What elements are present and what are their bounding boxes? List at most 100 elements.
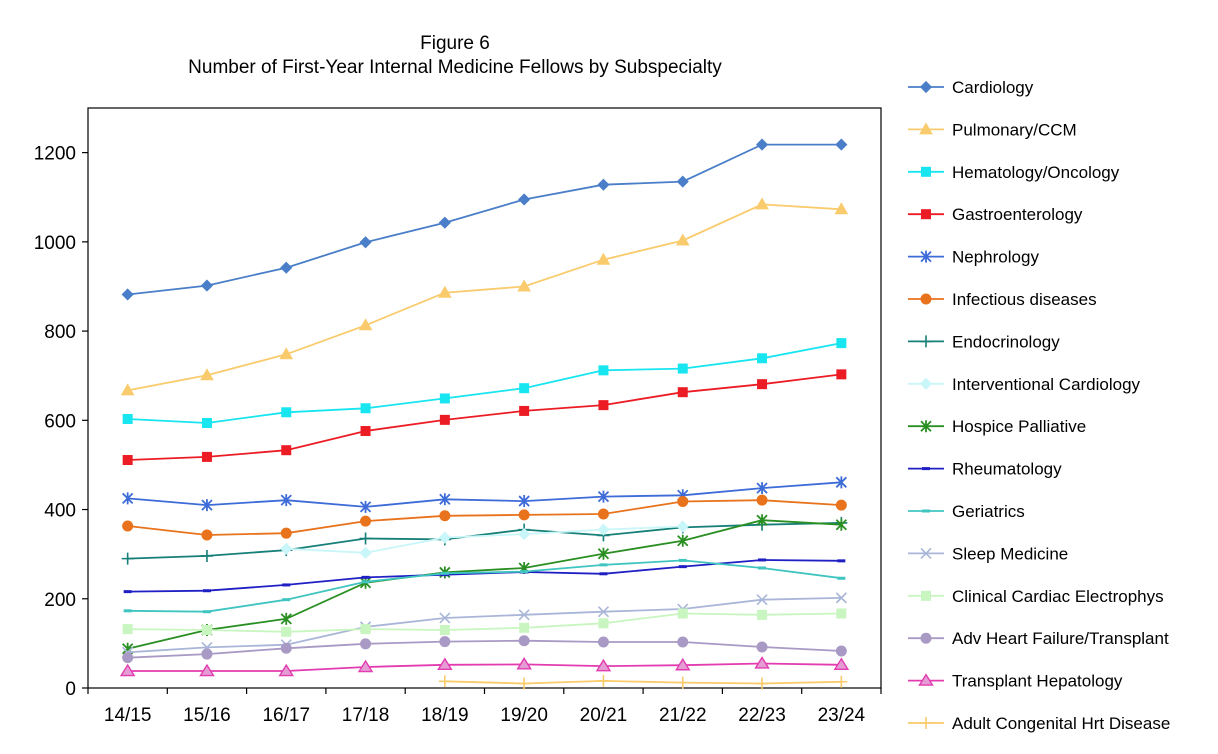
data-point [677, 387, 688, 398]
data-point [599, 572, 608, 576]
y-tick-label: 600 [44, 411, 76, 432]
data-point [518, 193, 531, 206]
x-tick-label: 19/20 [500, 705, 548, 726]
legend-item: Geriatrics [908, 502, 1025, 521]
data-point [201, 648, 213, 660]
data-point [122, 520, 134, 532]
data-point [835, 138, 848, 151]
data-point [676, 175, 689, 188]
series-14 [119, 656, 850, 677]
data-point [123, 609, 132, 613]
chart-subtitle: Number of First-Year Internal Medicine F… [188, 57, 722, 78]
series-11 [122, 592, 847, 658]
data-point [120, 383, 135, 396]
data-point [518, 635, 530, 647]
series-line [127, 662, 842, 672]
data-point [757, 379, 768, 390]
data-point [836, 338, 847, 349]
data-point [755, 138, 769, 151]
legend-marker [920, 420, 932, 433]
legend-marker [920, 335, 932, 348]
series-line [127, 203, 842, 392]
data-point [201, 499, 213, 512]
legend-label: Sleep Medicine [952, 544, 1068, 563]
data-point [280, 261, 293, 274]
legend-item: Rheumatology [908, 460, 1062, 479]
series-line [127, 559, 842, 613]
data-point [358, 318, 373, 331]
legend: Cardiology Pulmonary/CCM Hematology/Oncolo… [908, 78, 1170, 733]
legend-item: Hematology/Oncology [908, 163, 1120, 182]
legend-label: Adult Congenital Hrt Disease [952, 714, 1170, 733]
y-tick-label: 200 [44, 590, 76, 611]
legend-item: Cardiology [908, 78, 1034, 97]
series-7 [280, 520, 689, 559]
legend-marker [920, 547, 932, 559]
data-point [359, 532, 372, 545]
data-point [200, 279, 214, 292]
data-point [360, 403, 371, 414]
legend-label: Hospice Palliative [952, 417, 1086, 436]
data-point [437, 657, 453, 670]
x-tick-label: 15/16 [183, 705, 231, 726]
data-point [597, 636, 609, 648]
data-point [677, 496, 689, 508]
data-point [280, 527, 292, 539]
series-line [127, 597, 842, 654]
data-point [835, 645, 847, 657]
data-point [837, 559, 846, 563]
data-point [201, 451, 212, 462]
data-point [122, 413, 133, 424]
data-point [438, 216, 451, 229]
data-point [439, 612, 451, 624]
series-5 [122, 494, 847, 541]
data-point [595, 658, 612, 672]
x-tick-label: 18/19 [421, 705, 469, 726]
series-4 [122, 476, 847, 513]
data-point [359, 546, 372, 559]
legend-item: Adult Congenital Hrt Disease [908, 714, 1170, 733]
legend-item: Nephrology [908, 248, 1039, 267]
legend-item: Pulmonary/CCM [908, 120, 1077, 139]
data-point [516, 657, 532, 670]
data-point [280, 642, 292, 654]
data-point [359, 236, 372, 249]
data-point [833, 657, 850, 670]
series-line [127, 499, 842, 536]
data-point [438, 531, 451, 544]
data-point [122, 624, 133, 635]
data-point [518, 609, 530, 621]
data-point [121, 552, 134, 565]
data-point [599, 563, 608, 567]
data-point [200, 368, 214, 381]
data-point [756, 594, 768, 606]
data-point [758, 566, 767, 570]
legend-label: Transplant Hepatology [952, 672, 1123, 691]
data-point [597, 490, 610, 503]
data-point [518, 677, 531, 690]
data-point [201, 529, 213, 541]
legend-label: Geriatrics [952, 502, 1025, 521]
legend-label: Hematology/Oncology [952, 163, 1120, 182]
data-point [756, 482, 768, 495]
data-point [281, 626, 292, 637]
data-point [359, 500, 372, 513]
data-point [360, 515, 372, 527]
data-point [675, 233, 690, 246]
series-1 [120, 197, 849, 396]
data-point [677, 363, 688, 374]
data-point [518, 528, 531, 541]
legend-label: Clinical Cardiac Electrophys [952, 587, 1164, 606]
legend-item: Hospice Palliative [908, 417, 1086, 436]
data-point [597, 523, 610, 536]
x-axis: 14/15 15/16 16/17 17/18 18/19 19/20 20/21 21/22… [87, 688, 882, 726]
data-point [278, 663, 295, 677]
data-point [518, 495, 530, 508]
series-line [286, 525, 683, 554]
legend-item: Interventional Cardiology [908, 375, 1141, 394]
series-13 [122, 635, 847, 664]
data-point [280, 612, 292, 625]
data-point [279, 347, 294, 360]
data-point [835, 499, 847, 511]
series-10 [123, 558, 846, 614]
